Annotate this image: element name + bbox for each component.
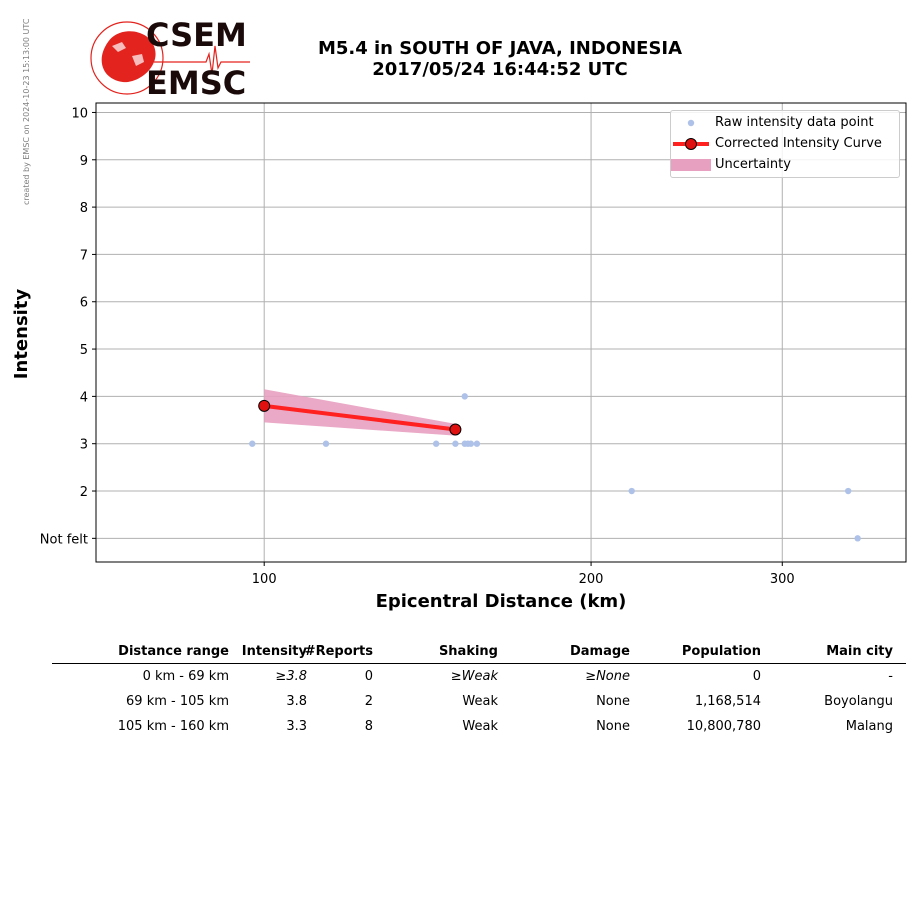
legend-uncertainty-label: Uncertainty [715,157,791,172]
legend-raw-label: Raw intensity data point [715,115,874,130]
cell-intensity: ≥3.8 [275,669,307,684]
y-tick-label: 2 [80,485,88,500]
logo-globe-detail [112,42,144,66]
table-row: 0 km - 69 km ≥3.8 0 ≥Weak ≥None 0 - [52,666,906,691]
corrected-curve-point [449,423,462,436]
logo-seismogram [154,45,250,75]
summary-table: Distance range Intensity #Reports Shakin… [52,641,906,741]
cell-population: 0 [752,669,761,684]
legend-uncertainty-swatch [671,159,711,171]
plot-frame [95,102,907,563]
chart-title: M5.4 in SOUTH OF JAVA, INDONESIA 2017/05… [270,38,730,80]
x-axis-label: Epicentral Distance (km) [376,591,627,612]
raw-data-point [844,487,852,495]
header-rule [52,663,906,664]
header-intensity: Intensity [241,644,307,659]
x-tick-label: 200 [579,572,604,587]
header-reports: #Reports [304,644,373,659]
header-population: Population [681,644,761,659]
y-tick-label: 6 [80,296,88,311]
logo-globe-map [101,31,156,83]
raw-data-point [249,440,256,447]
cell-reports: 0 [364,669,373,684]
header-distance-range: Distance range [118,644,229,659]
y-tick-label: 9 [80,154,88,169]
raw-data-point [467,440,475,447]
title-line-1: M5.4 in SOUTH OF JAVA, INDONESIA [317,38,683,59]
y-tick-label: 5 [80,343,88,358]
cell-main-city: - [888,669,893,684]
corrected-curve-point [258,399,271,412]
cell-reports: 8 [364,719,373,734]
emsc-logo: CSEM EMSC [90,16,250,100]
chart-legend: Raw intensity data point Corrected Inten… [670,110,900,178]
cell-damage: None [596,694,630,709]
cell-intensity: 3.3 [286,719,307,734]
cell-distance-range: 0 km - 69 km [142,669,229,684]
y-axis-label: Intensity [11,289,32,380]
logo-bottom-text: EMSC [146,64,246,100]
raw-data-point [628,487,635,495]
cell-damage: ≥None [585,669,630,684]
cell-intensity: 3.8 [286,694,307,709]
header-shaking: Shaking [438,644,498,659]
y-tick-label: 10 [71,106,88,121]
cell-main-city: Boyolangu [824,694,893,709]
cell-shaking: Weak [462,719,498,734]
y-tick-label: 7 [80,248,88,263]
raw-data-point [452,440,459,447]
raw-data-point [854,535,861,542]
legend-item-curve: Corrected Intensity Curve [671,134,899,154]
corrected-curve-line [263,403,456,432]
table-row: 105 km - 160 km 3.3 8 Weak None 10,800,7… [52,716,906,741]
cell-population: 10,800,780 [686,719,761,734]
tick-layer: Not felt 2 3 4 5 6 7 8 9 10 100 200 300 [40,106,795,587]
cell-population: 1,168,514 [694,694,761,709]
raw-points-layer [249,393,861,542]
y-tick-label: Not felt [40,532,88,547]
header-damage: Damage [569,644,630,659]
header-main-city: Main city [826,644,893,659]
curve-layer [258,399,462,436]
table-header-row: Distance range Intensity #Reports Shakin… [52,641,906,666]
logo-globe-outline [90,21,164,95]
table-row: 69 km - 105 km 3.8 2 Weak None 1,168,514… [52,691,906,716]
cell-shaking: Weak [462,694,498,709]
cell-distance-range: 105 km - 160 km [117,719,229,734]
y-tick-label: 4 [80,390,88,405]
cell-distance-range: 69 km - 105 km [126,694,229,709]
raw-data-point [322,440,330,447]
raw-data-point [461,393,468,400]
legend-item-raw: Raw intensity data point [671,113,899,133]
legend-curve-label: Corrected Intensity Curve [715,136,882,151]
cell-shaking: ≥Weak [450,669,498,684]
x-tick-label: 100 [252,572,277,587]
cell-damage: None [596,719,630,734]
raw-data-point [473,440,481,447]
intensity-chart: Not felt 2 3 4 5 6 7 8 9 10 100 200 300 Epicentral D… [11,102,907,612]
cell-main-city: Malang [845,719,893,734]
legend-raw-swatch [687,119,695,127]
title-line-2: 2017/05/24 16:44:52 UTC [372,59,628,80]
logo-top-text: CSEM [146,16,247,54]
x-tick-label: 300 [770,572,795,587]
y-tick-label: 3 [80,438,88,453]
y-tick-label: 8 [80,201,88,216]
legend-item-uncertainty: Uncertainty [671,155,899,175]
raw-data-point [432,440,440,447]
legend-curve-swatch [673,138,709,150]
cell-reports: 2 [364,694,373,709]
